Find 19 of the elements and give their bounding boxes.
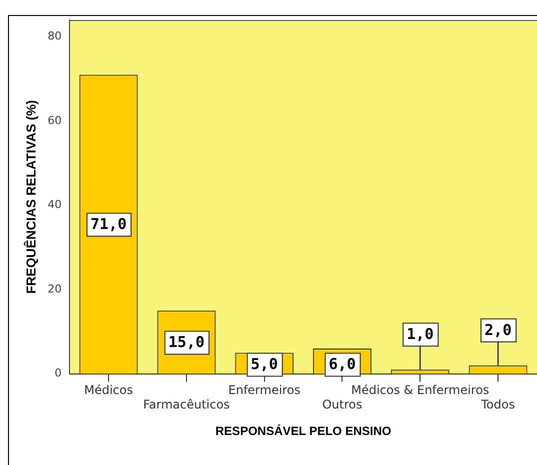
- y-tick-label: 60: [48, 114, 62, 127]
- data-label: 5,0: [250, 355, 278, 374]
- data-label: 6,0: [328, 355, 356, 374]
- y-tick-label: 40: [48, 198, 62, 212]
- x-tick-label: Médicos & Enfermeiros: [351, 383, 490, 398]
- y-tick-label: 80: [48, 30, 62, 43]
- x-tick-label: Farmacêuticos: [143, 398, 230, 412]
- x-tick-label: Todos: [480, 398, 515, 412]
- y-tick-label: 20: [48, 282, 62, 296]
- x-axis-title: RESPONSÁVEL PELO ENSINO: [215, 424, 392, 438]
- x-tick-label: Enfermeiros: [228, 383, 300, 398]
- data-label: 71,0: [90, 215, 127, 234]
- data-label: 1,0: [406, 324, 434, 343]
- x-tick-label: Médicos: [84, 383, 133, 398]
- y-axis-title: FREQUÊNCIAS RELATIVAS (%): [23, 100, 38, 294]
- x-tick-label: Outros: [322, 398, 362, 412]
- data-label: 2,0: [484, 320, 512, 339]
- y-tick-label: 0: [54, 366, 62, 380]
- data-label: 15,0: [168, 333, 205, 352]
